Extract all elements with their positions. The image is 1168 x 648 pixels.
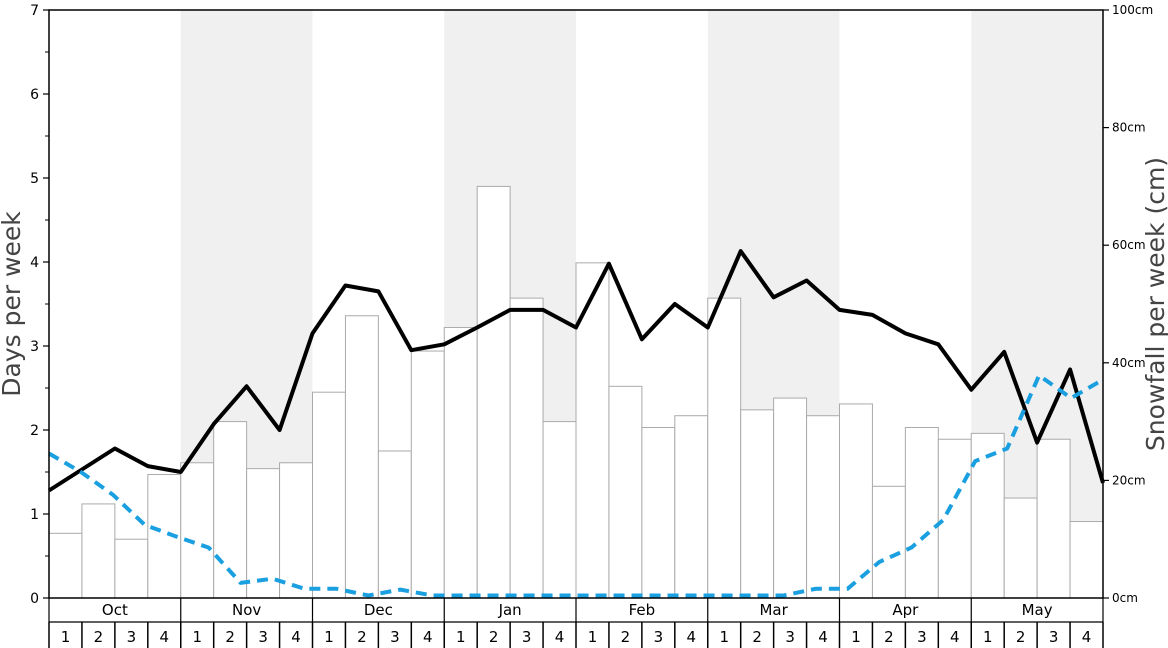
week-label: 4	[1082, 628, 1092, 646]
dashed-series-line	[47, 373, 1105, 598]
snowfall-bar	[443, 327, 478, 599]
snowfall-bar	[542, 421, 577, 599]
snowfall-bar	[740, 409, 775, 599]
snowfall-bar	[279, 462, 313, 599]
week-label: 2	[752, 628, 762, 646]
week-label: 2	[94, 628, 104, 646]
right-axis: 0cm 20cm 40cm 60cm 80cm 100cm	[1103, 3, 1153, 605]
left-tick-label: 4	[30, 255, 39, 271]
left-tick-label: 6	[30, 87, 39, 103]
snowfall-bar	[48, 532, 83, 599]
left-tick-label: 5	[30, 171, 39, 187]
snowfall-bar	[1003, 497, 1038, 599]
week-label: 4	[950, 628, 960, 646]
month-label: Nov	[232, 601, 261, 619]
week-label: 3	[522, 628, 532, 646]
snowfall-bar	[114, 538, 149, 599]
snowfall-bar	[1069, 521, 1104, 599]
right-tick-label: 100cm	[1112, 3, 1153, 17]
snowfall-bar	[410, 350, 445, 599]
week-label: 1	[851, 628, 861, 646]
week-label: 3	[127, 628, 137, 646]
week-label: 2	[621, 628, 631, 646]
week-label: 4	[423, 628, 433, 646]
left-tick-label: 2	[30, 423, 39, 439]
week-label: 3	[654, 628, 664, 646]
left-axis-title: Days per week	[0, 211, 26, 397]
month-label: Apr	[892, 601, 919, 619]
snowfall-bar	[1036, 438, 1071, 599]
week-label: 4	[160, 628, 170, 646]
snowfall-bar	[180, 462, 215, 599]
snowfall-bar	[904, 426, 939, 599]
snowfall-bar	[476, 185, 511, 599]
snowfall-bar	[246, 468, 281, 599]
week-label: 4	[291, 628, 301, 646]
snowfall-bar	[839, 403, 873, 599]
snowfall-bar	[806, 415, 840, 599]
week-label: 1	[456, 628, 466, 646]
week-axis: 1 2 3 4 1 2 3 4 1 2 3 4 1 2 3 4 1 2 3 4 1 2 3 4 1 2 3 4 1 2 3 4	[48, 622, 1104, 648]
left-tick-label: 7	[30, 3, 39, 19]
snowfall-bar	[608, 385, 643, 599]
week-label: 1	[719, 628, 729, 646]
right-tick-label: 20cm	[1112, 473, 1146, 487]
week-label: 4	[818, 628, 828, 646]
month-axis: Oct Nov Dec Jan Feb Mar Apr May	[48, 598, 1104, 623]
week-label: 1	[588, 628, 598, 646]
snowfall-bar	[81, 503, 116, 599]
snowfall-bar	[641, 426, 676, 599]
snowfall-bars	[48, 185, 1104, 599]
right-tick-label: 60cm	[1112, 238, 1146, 252]
right-axis-title: Snowfall per week (cm)	[1141, 157, 1168, 451]
snowfall-bar	[344, 315, 379, 599]
week-label: 3	[258, 628, 268, 646]
week-label: 3	[1049, 628, 1059, 646]
snowfall-bar	[937, 438, 972, 599]
left-axis: 0 1 2 3 4 5 6 7	[30, 3, 49, 607]
month-label: May	[1022, 601, 1053, 619]
snowfall-bar	[575, 262, 610, 599]
week-label: 3	[390, 628, 400, 646]
week-label: 2	[357, 628, 367, 646]
week-label: 1	[983, 628, 993, 646]
right-tick-label: 0cm	[1112, 591, 1138, 605]
left-tick-label: 0	[30, 591, 39, 607]
week-label: 4	[687, 628, 697, 646]
month-label: Feb	[629, 601, 656, 619]
snowfall-bar	[312, 391, 346, 599]
week-label: 2	[489, 628, 499, 646]
snowfall-bar	[773, 397, 808, 599]
week-label: 2	[884, 628, 894, 646]
week-label: 3	[785, 628, 795, 646]
week-label: 2	[225, 628, 235, 646]
week-label: 3	[917, 628, 927, 646]
solid-series-line	[47, 249, 1105, 493]
month-label: Dec	[364, 601, 393, 619]
right-tick-label: 80cm	[1112, 121, 1146, 135]
week-label: 1	[192, 628, 202, 646]
left-tick-label: 3	[30, 339, 39, 355]
week-label: 2	[1016, 628, 1026, 646]
snowfall-bar	[707, 297, 742, 599]
snowfall-bar	[377, 450, 412, 599]
week-label: 1	[61, 628, 71, 646]
month-label: Jan	[498, 601, 522, 619]
month-label: Mar	[759, 601, 788, 619]
snowfall-bar	[509, 297, 544, 599]
left-tick-label: 1	[30, 507, 39, 523]
series-lines	[47, 249, 1105, 598]
snowfall-bar	[871, 485, 906, 599]
right-tick-label: 40cm	[1112, 356, 1146, 370]
month-label: Oct	[102, 601, 128, 619]
week-label: 1	[324, 628, 334, 646]
week-label: 4	[555, 628, 565, 646]
snowfall-bar	[674, 415, 709, 599]
